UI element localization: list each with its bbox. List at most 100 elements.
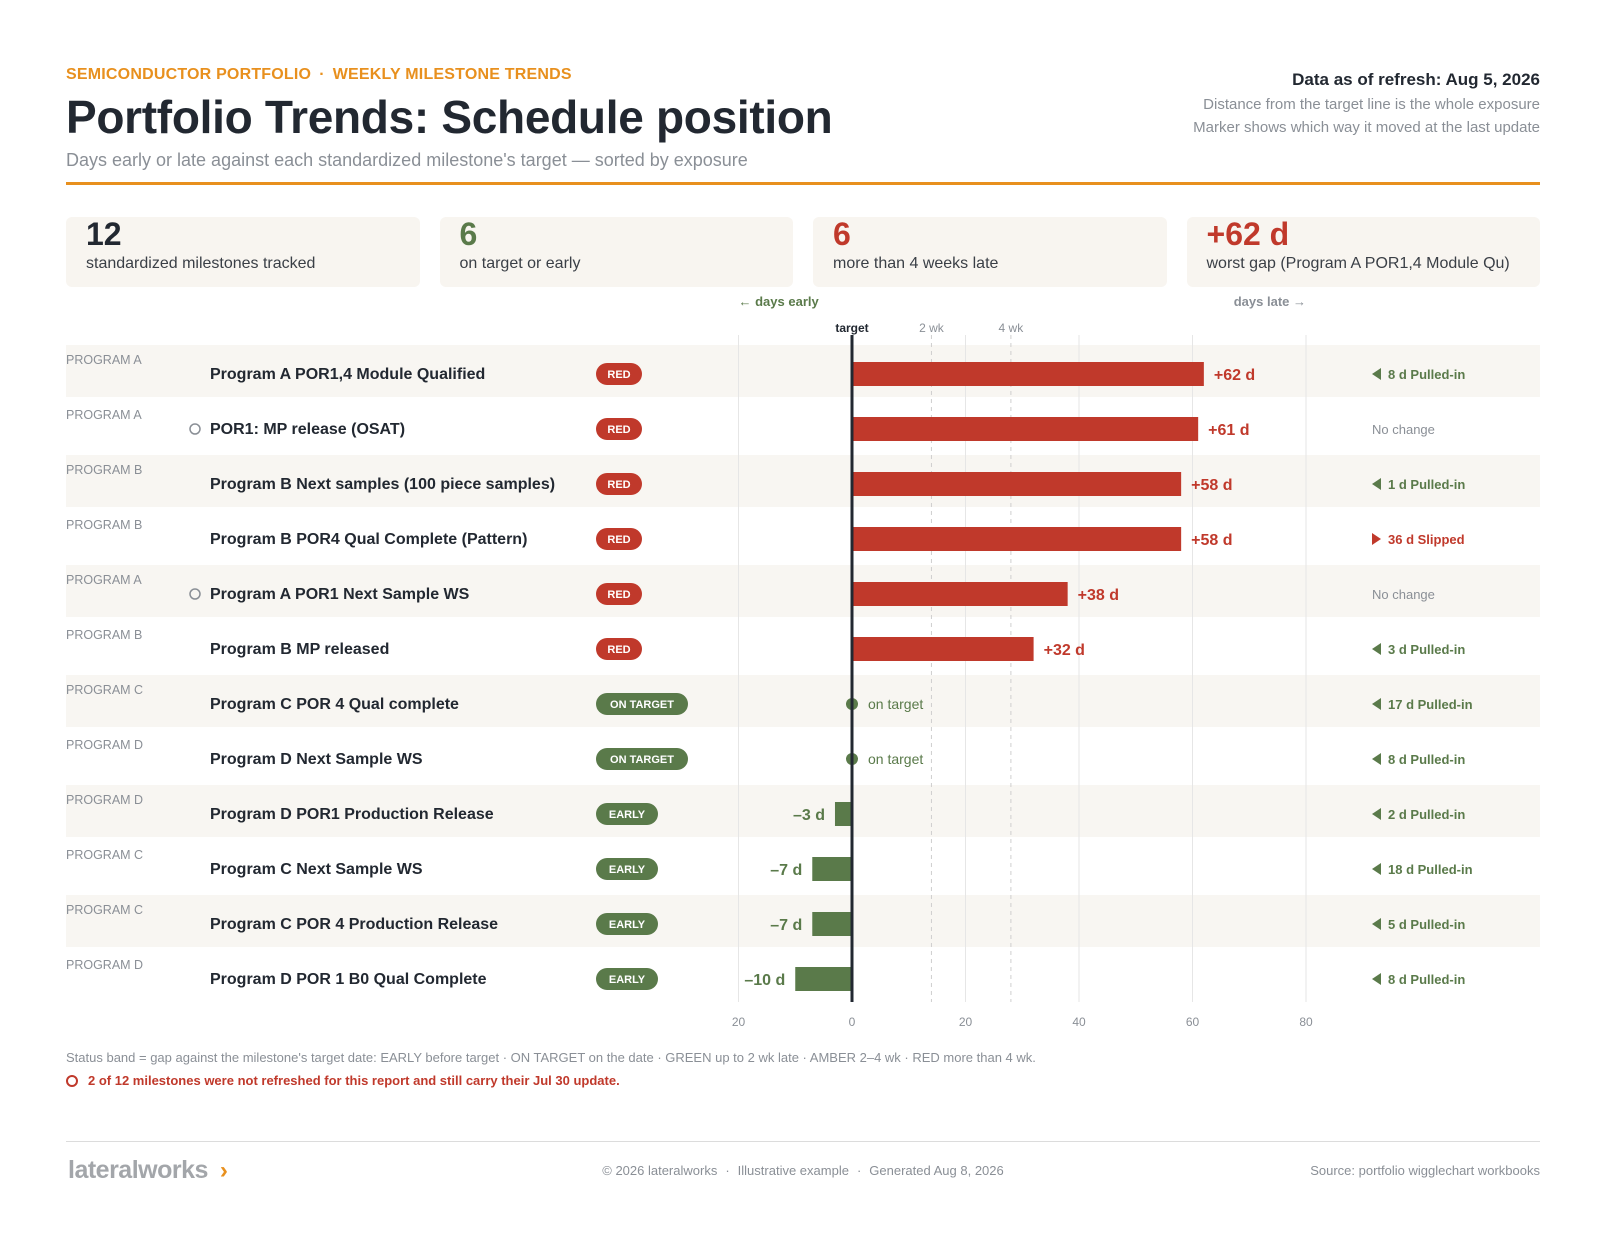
value-label: +62 d	[1214, 367, 1255, 384]
footer-generated: Generated Aug 8, 2026	[869, 1163, 1004, 1178]
status-legend-note: Status band = gap against the milestone'…	[66, 1050, 1036, 1065]
early-bar	[812, 912, 852, 936]
value-label: –7 d	[770, 917, 802, 934]
early-bar	[812, 857, 852, 881]
x-tick-label: 20	[959, 1015, 973, 1029]
status-badge	[596, 858, 658, 880]
kpi-value: 6	[833, 216, 851, 252]
program-label: PROGRAM B	[66, 628, 142, 642]
direction-early-label: ← days early	[739, 295, 820, 309]
pulled-in-arrow-icon	[1372, 368, 1381, 380]
status-badge-label: RED	[607, 369, 630, 381]
value-label: +61 d	[1208, 422, 1249, 439]
refresh-note-exposure: Distance from the target line is the who…	[1203, 96, 1540, 113]
early-bar	[795, 967, 852, 991]
value-label: +32 d	[1044, 642, 1085, 659]
footer-center: © 2026 lateralworks · Illustrative example…	[66, 1163, 1540, 1178]
direction-late-label: days late →	[1234, 295, 1306, 309]
milestone-label: Program C POR 4 Production Release	[210, 916, 498, 933]
kpi-tracked: 12 standardized milestones tracked	[66, 216, 420, 287]
status-badge-label: EARLY	[609, 809, 646, 821]
schedule-chart: 2 wk 4 wk ← days early days late → target PRO…	[66, 295, 1540, 1029]
late-bar	[852, 417, 1199, 441]
reference-label: 2 wk	[919, 321, 945, 335]
stale-marker-icon	[189, 588, 201, 600]
status-badge-label: ON TARGET	[610, 699, 674, 711]
movement-label: 8 d Pulled-in	[1388, 972, 1465, 987]
target-label: target	[835, 321, 868, 335]
program-label: PROGRAM A	[66, 573, 142, 587]
x-tick-label: 0	[849, 1015, 856, 1029]
movement-label: 2 d Pulled-in	[1388, 807, 1465, 822]
row-band	[66, 455, 1540, 507]
stale-ring-icon	[66, 1074, 78, 1087]
row-band	[66, 895, 1540, 947]
value-label: +38 d	[1078, 587, 1119, 604]
footer-separator: ·	[725, 1163, 730, 1178]
status-badge-label: RED	[607, 644, 630, 656]
row-band	[66, 675, 1540, 727]
header-rule	[66, 182, 1540, 185]
kpi-label: on target or early	[459, 255, 581, 272]
movement-label: 18 d Pulled-in	[1388, 862, 1473, 877]
on-target-label: on target	[868, 696, 923, 712]
program-label: PROGRAM B	[66, 518, 142, 532]
status-badge	[596, 803, 658, 825]
pulled-in-arrow-icon	[1372, 698, 1381, 710]
value-label: –3 d	[793, 807, 825, 824]
kpi-value: 6	[459, 216, 478, 252]
status-badge-label: EARLY	[609, 864, 646, 876]
movement-label: 3 d Pulled-in	[1388, 642, 1465, 657]
milestone-label: Program D Next Sample WS	[210, 751, 423, 768]
status-badge	[596, 418, 642, 440]
pulled-in-arrow-icon	[1372, 808, 1381, 820]
milestone-label: Program D POR 1 B0 Qual Complete	[210, 971, 487, 988]
milestone-label: Program C POR 4 Qual complete	[210, 696, 459, 713]
pulled-in-arrow-icon	[1372, 973, 1381, 985]
kpi-value: +62 d	[1206, 216, 1290, 252]
program-label: PROGRAM C	[66, 683, 143, 697]
program-label: PROGRAM D	[66, 793, 143, 807]
movement-label: 17 d Pulled-in	[1388, 697, 1473, 712]
program-label: PROGRAM A	[66, 353, 142, 367]
movement-label: No change	[1372, 422, 1435, 437]
status-badge	[596, 473, 642, 495]
eyebrow-separator: ·	[319, 66, 325, 83]
reference-label: 4 wk	[999, 321, 1025, 335]
status-badge	[596, 638, 642, 660]
milestone-label: Program B MP released	[210, 641, 389, 658]
value-label: +58 d	[1191, 477, 1232, 494]
early-bar	[834, 802, 852, 826]
status-badge	[596, 913, 658, 935]
page-title: Portfolio Trends: Schedule position	[66, 91, 833, 143]
status-badge-label: EARLY	[609, 974, 646, 986]
status-badge	[596, 363, 642, 385]
value-label: +58 d	[1191, 532, 1232, 549]
status-badge-label: RED	[607, 424, 630, 436]
x-tick-label: 80	[1299, 1015, 1313, 1029]
refresh-date: Data as of refresh: Aug 5, 2026	[1292, 70, 1540, 89]
slipped-arrow-icon	[1372, 533, 1381, 545]
eyebrow: SEMICONDUCTOR PORTFOLIO · WEEKLY MILESTONE…	[66, 66, 572, 84]
status-badge-label: RED	[607, 479, 630, 491]
footer-separator: ·	[856, 1163, 862, 1178]
stale-marker-icon	[189, 423, 201, 435]
brand-name: lateralworks	[68, 1156, 208, 1184]
row-band	[66, 785, 1540, 837]
x-tick-label: 20	[732, 1015, 746, 1029]
milestone-label: Program C Next Sample WS	[210, 861, 423, 878]
milestone-label: POR1: MP release (OSAT)	[210, 421, 405, 438]
kpi-label: standardized milestones tracked	[86, 255, 316, 272]
program-label: PROGRAM D	[66, 738, 143, 752]
x-tick-label: 40	[1072, 1015, 1086, 1029]
milestone-label: Program D POR1 Production Release	[210, 806, 494, 823]
footer-copyright: © 2026 lateralworks	[602, 1163, 718, 1178]
pulled-in-arrow-icon	[1372, 753, 1381, 765]
movement-label: 36 d Slipped	[1388, 532, 1465, 547]
program-label: PROGRAM A	[66, 408, 142, 422]
status-badge-label: EARLY	[609, 919, 646, 931]
status-badge	[596, 528, 642, 550]
movement-label: 8 d Pulled-in	[1388, 752, 1465, 767]
pulled-in-arrow-icon	[1372, 478, 1381, 490]
stale-note-text: 2 of 12 milestones were not refreshed fo…	[88, 1073, 620, 1088]
